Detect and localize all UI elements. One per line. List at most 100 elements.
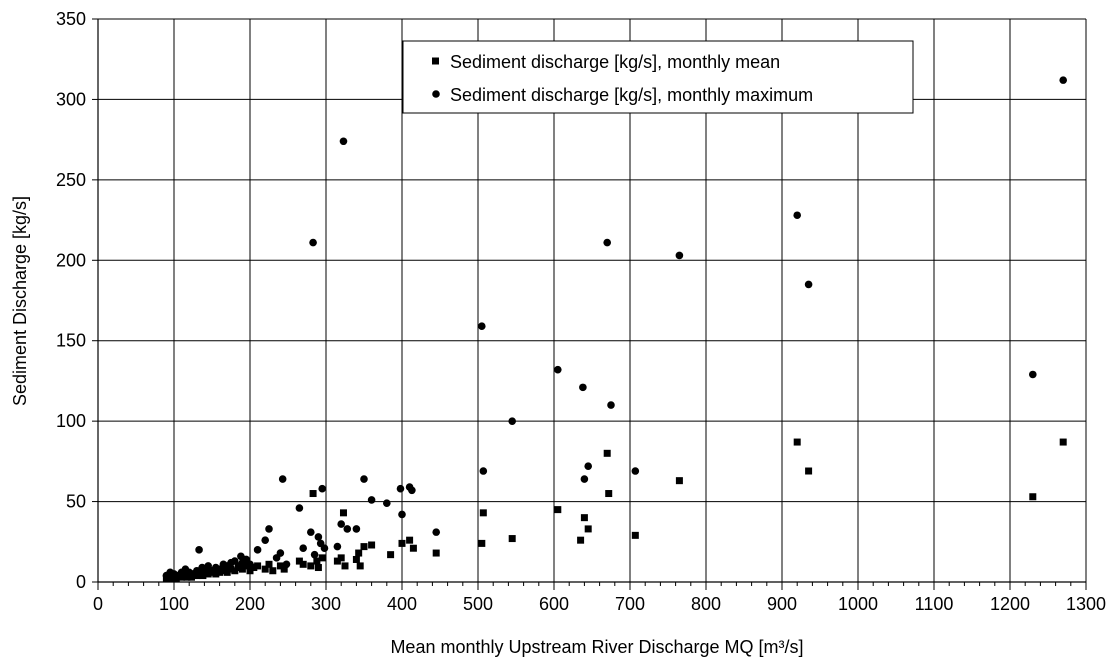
data-point-circle <box>360 475 368 483</box>
data-point-square <box>387 551 395 559</box>
x-tick-label: 1200 <box>990 594 1030 614</box>
y-tick-label: 150 <box>56 331 86 351</box>
data-point-square <box>337 554 345 562</box>
data-point-circle <box>299 544 308 553</box>
data-point-circle <box>675 251 684 260</box>
data-point-circle <box>333 542 342 551</box>
data-point-circle <box>276 549 285 557</box>
data-point-circle <box>367 496 376 504</box>
data-point-square <box>250 564 258 572</box>
data-point-square <box>339 509 347 517</box>
data-point-square <box>265 560 273 568</box>
x-tick-label: 0 <box>93 594 103 614</box>
data-point-circle <box>278 475 287 483</box>
data-point-square <box>269 567 277 575</box>
data-point-circle <box>383 499 391 507</box>
legend-label-mean: Sediment discharge [kg/s], monthly mean <box>450 52 780 72</box>
y-tick-label: 0 <box>76 572 86 592</box>
x-tick-label: 100 <box>159 594 189 614</box>
data-point-square <box>246 567 254 575</box>
data-point-square <box>238 565 246 573</box>
data-point-square <box>675 477 683 485</box>
x-tick-label: 900 <box>767 594 797 614</box>
data-point-circle <box>793 211 801 220</box>
data-point-square <box>204 570 212 578</box>
data-point-circle <box>320 544 329 553</box>
data-point-square <box>554 506 562 514</box>
data-point-square <box>295 557 303 565</box>
data-point-square <box>603 449 611 457</box>
data-point-circle <box>579 383 587 392</box>
data-point-square <box>577 536 585 544</box>
x-tick-label: 1100 <box>915 594 954 614</box>
data-point-circle <box>310 550 319 559</box>
data-point-square <box>479 509 487 517</box>
x-tick-label: 700 <box>615 594 645 614</box>
data-point-square <box>254 562 262 570</box>
legend-marker-max <box>432 90 440 98</box>
data-point-circle <box>479 467 488 475</box>
data-point-square <box>1029 493 1037 501</box>
x-tick-label: 1300 <box>1066 594 1106 614</box>
data-point-square <box>276 562 284 570</box>
data-point-square <box>227 565 235 573</box>
data-point-circle <box>282 560 291 569</box>
data-point-square <box>1059 438 1067 446</box>
data-point-square <box>261 565 269 573</box>
legend-label-max: Sediment discharge [kg/s], monthly maxim… <box>450 85 813 105</box>
data-point-circle <box>309 238 317 247</box>
data-point-circle <box>337 520 346 528</box>
data-point-circle <box>508 417 516 425</box>
data-point-circle <box>265 525 273 533</box>
y-tick-label: 350 <box>56 9 86 29</box>
data-point-square <box>508 535 516 543</box>
x-axis-title: Mean monthly Upstream River Discharge MQ… <box>390 637 803 657</box>
data-point-circle <box>432 528 441 536</box>
data-point-square <box>605 490 613 498</box>
data-point-circle <box>396 484 405 493</box>
data-point-square <box>398 539 406 547</box>
data-point-circle <box>631 467 640 475</box>
data-point-square <box>352 555 360 563</box>
data-point-circle <box>408 486 416 495</box>
y-tick-label: 200 <box>56 250 86 270</box>
y-tick-label: 100 <box>56 411 86 431</box>
data-point-circle <box>580 475 589 483</box>
data-point-square <box>307 562 315 570</box>
y-tick-label: 50 <box>66 492 86 512</box>
data-point-circle <box>584 462 592 470</box>
data-point-square <box>356 562 364 570</box>
y-tick-label: 300 <box>56 89 86 109</box>
data-point-circle <box>246 560 254 569</box>
data-point-square <box>631 531 639 539</box>
data-point-square <box>314 564 322 572</box>
legend: Sediment discharge [kg/s], monthly mean … <box>402 40 914 114</box>
data-point-square <box>309 490 317 498</box>
data-point-square <box>793 438 801 446</box>
data-point-square <box>299 560 307 568</box>
data-point-square <box>368 541 376 549</box>
data-points <box>162 76 1067 583</box>
data-point-circle <box>603 238 611 247</box>
data-point-square <box>478 539 486 547</box>
x-tick-label: 500 <box>463 594 493 614</box>
data-point-circle <box>343 525 352 533</box>
data-point-circle <box>804 280 813 289</box>
data-point-circle <box>253 546 262 554</box>
data-point-square <box>409 544 417 552</box>
data-point-square <box>223 568 231 576</box>
data-point-circle <box>554 365 562 374</box>
data-point-circle <box>1029 370 1037 379</box>
data-point-circle <box>352 525 361 533</box>
data-point-square <box>193 572 201 580</box>
legend-box <box>402 40 914 114</box>
data-point-square <box>280 565 288 573</box>
data-point-circle <box>295 504 304 512</box>
data-point-circle <box>398 510 406 519</box>
data-point-square <box>333 557 341 565</box>
data-point-square <box>406 536 414 544</box>
data-point-square <box>360 543 368 551</box>
data-point-square <box>432 549 440 557</box>
data-point-square <box>580 514 588 522</box>
